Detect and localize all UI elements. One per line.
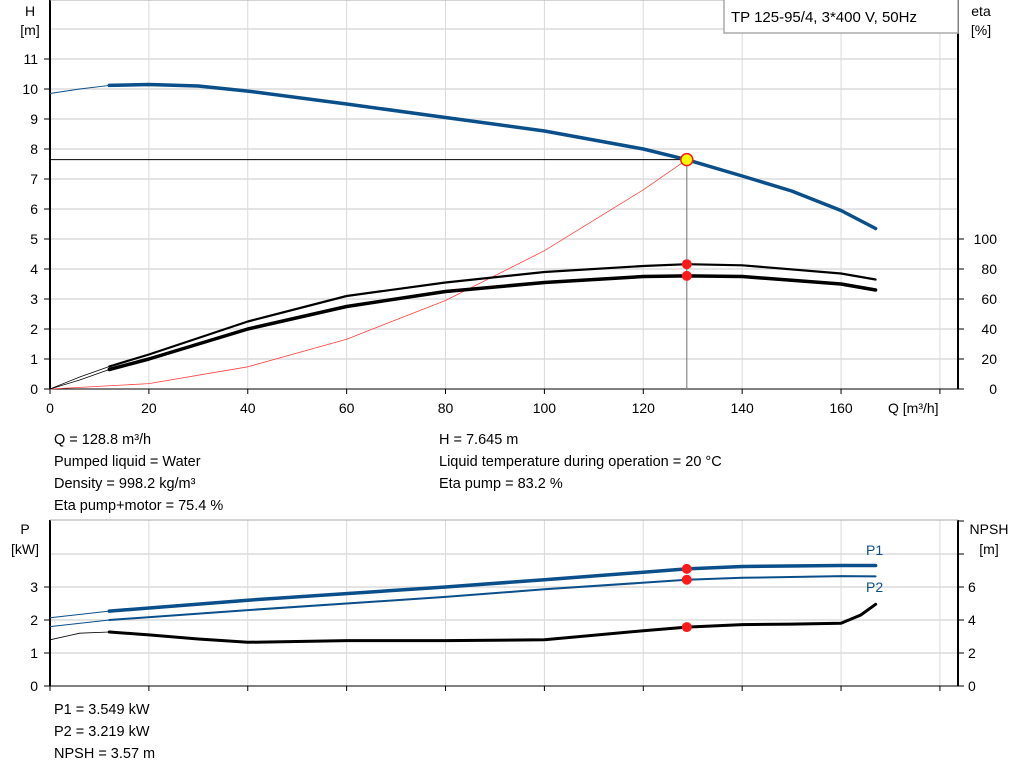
chart-title: TP 125-95/4, 3*400 V, 50Hz [731, 9, 917, 26]
y-tick-label-left: 3 [30, 579, 38, 595]
x-tick-label: 0 [46, 400, 54, 416]
y-tick-label-right: 60 [981, 291, 997, 307]
curve-NPSH [107, 602, 878, 644]
x-tick-label: 20 [141, 400, 157, 416]
x-tick-label: 100 [533, 400, 557, 416]
y-label-npsh-unit: [m] [979, 541, 998, 557]
operating-info-right: H = 7.645 m Liquid temperature during op… [439, 429, 722, 495]
info-eta-pump: Eta pump = 83.2 % [439, 476, 563, 492]
curve-NPSH-extrapolated [49, 631, 110, 641]
curve-eta_pump_motor [107, 274, 878, 372]
curve-P1 [107, 563, 878, 613]
y-tick-label-left: 5 [30, 231, 38, 247]
y-label-npsh: NPSH [970, 521, 1009, 537]
y-tick-label-left: 11 [23, 51, 38, 67]
info-p1: P1 = 3.549 kW [54, 702, 150, 718]
operating-point-head [680, 152, 694, 167]
y-tick-label-left: 3 [30, 291, 38, 307]
curve-P2 [108, 575, 877, 621]
info-eta-pump-motor: Eta pump+motor = 75.4 % [54, 498, 224, 514]
curve-eta_pump [108, 263, 877, 368]
info-density: Density = 998.2 kg/m³ [54, 476, 196, 492]
x-axis-label: Q [m³/h] [888, 400, 939, 416]
operating-info-left: Q = 128.8 m³/h Pumped liquid = Water Den… [54, 429, 223, 517]
y-tick-label-right: 6 [968, 579, 976, 595]
curve-P2-extrapolated [49, 619, 110, 628]
series-label-p1: P1 [866, 542, 883, 558]
y-tick-label-left: 0 [30, 381, 38, 397]
legend-box: TP 125-95/4, 3*400 V, 50Hz [723, 0, 959, 34]
info-liquid: Pumped liquid = Water [54, 454, 201, 470]
y-label-h: H [25, 3, 35, 19]
y-label-p: P [20, 521, 29, 537]
info-head: H = 7.645 m [439, 432, 519, 448]
info-npsh: NPSH = 3.57 m [54, 746, 156, 762]
operating-point-eta-pump [681, 259, 692, 270]
curve-P1-extrapolated [49, 610, 110, 619]
y-tick-label-right: 2 [968, 645, 976, 661]
head-efficiency-chart: 0 20 40 60 80 100 120 140 160 0 1 2 3 4 5 6 7 8 9 10 11 0 20 40… [22, 0, 997, 416]
x-tick-label: 40 [240, 400, 256, 416]
y-tick-label-right: 40 [981, 321, 997, 337]
x-tick-label: 160 [829, 400, 853, 416]
y-tick-label-left: 10 [22, 81, 38, 97]
y-tick-label-left: 8 [30, 141, 38, 157]
y-label-eta-unit: [%] [971, 22, 991, 38]
operating-point-eta-pump-motor [681, 270, 692, 281]
y-tick-label-right: 100 [974, 231, 998, 247]
operating-point-p2 [681, 574, 692, 585]
info-flow: Q = 128.8 m³/h [54, 432, 152, 448]
y-tick-label-right: 0 [968, 678, 976, 694]
y-tick-label-left: 6 [30, 201, 38, 217]
y-label-eta: eta [971, 3, 991, 19]
curve-system [49, 159, 688, 390]
y-tick-label-right: 20 [981, 351, 997, 367]
y-tick-label-left: 1 [30, 645, 38, 661]
y-tick-label-left: 1 [30, 351, 38, 367]
operating-point-p1 [681, 563, 692, 574]
x-tick-label: 140 [730, 400, 754, 416]
curve-eta_pump_motor-extrapolated [49, 369, 110, 390]
y-tick-label-left: 2 [30, 321, 38, 337]
x-tick-label: 80 [438, 400, 454, 416]
y-tick-label-right: 0 [989, 381, 997, 397]
x-tick-label: 60 [339, 400, 355, 416]
power-info: P1 = 3.549 kW P2 = 3.219 kW NPSH = 3.57 … [54, 699, 155, 765]
y-tick-label-left: 2 [30, 612, 38, 628]
y-tick-label-left: 9 [30, 111, 38, 127]
operating-point-npsh [681, 622, 692, 633]
y-tick-label-right: 4 [968, 612, 976, 628]
curve-H-extrapolated [49, 84, 110, 94]
x-tick-label: 120 [632, 400, 656, 416]
y-label-h-unit: [m] [20, 22, 39, 38]
y-tick-label-left: 0 [30, 678, 38, 694]
y-tick-label-left: 7 [30, 171, 38, 187]
y-label-p-unit: [kW] [11, 541, 39, 557]
power-npsh-chart: 0 1 2 3 0 2 4 6 [30, 519, 976, 694]
series-label-p2: P2 [866, 579, 883, 595]
y-tick-label-right: 80 [981, 261, 997, 277]
curve-H [107, 82, 878, 231]
info-p2: P2 = 3.219 kW [54, 724, 150, 740]
y-tick-label-left: 4 [30, 261, 38, 277]
info-temperature: Liquid temperature during operation = 20… [439, 454, 722, 470]
curve-eta_pump-extrapolated [49, 366, 110, 390]
